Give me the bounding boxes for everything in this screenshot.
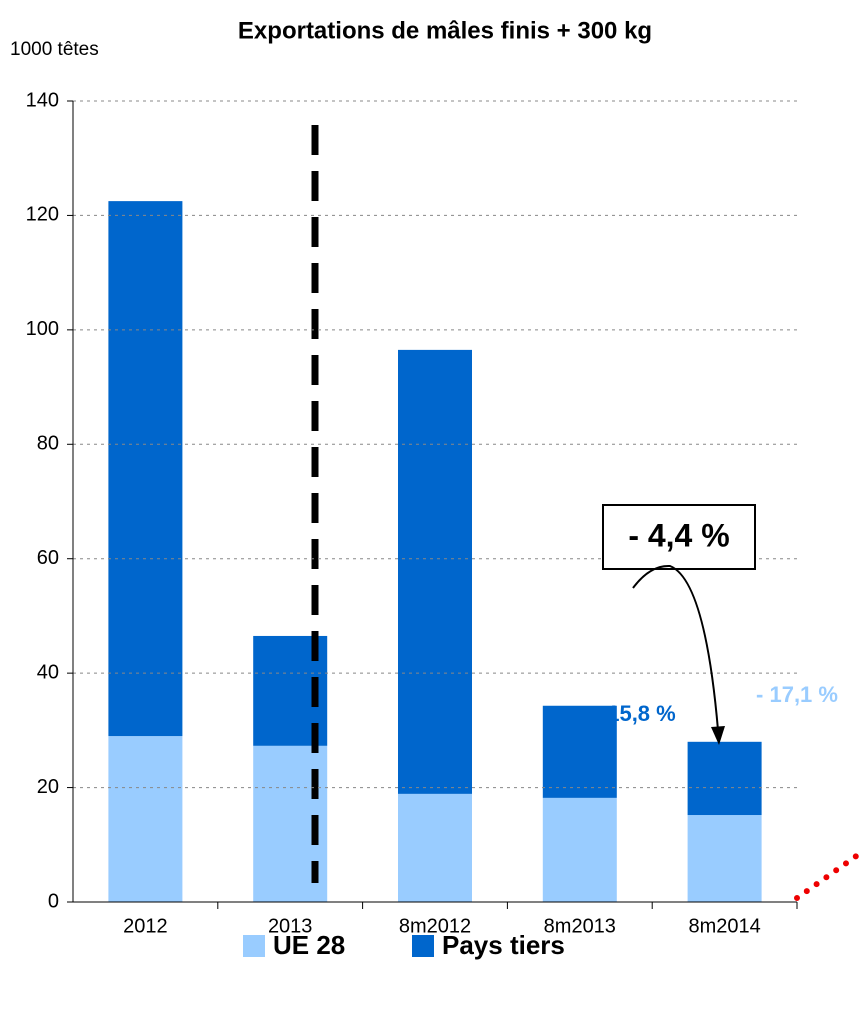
bar-segment xyxy=(542,797,617,902)
legend-swatch xyxy=(243,935,265,957)
y-tick-label: 80 xyxy=(37,433,59,455)
y-tick-label: 40 xyxy=(37,661,59,683)
bar-segment xyxy=(108,736,183,902)
y-tick-label: 0 xyxy=(48,890,59,912)
bar-segment xyxy=(687,815,762,902)
annotation: + 15,8 % xyxy=(588,701,675,726)
x-tick-label: 8m2012 xyxy=(399,915,471,937)
bar-segment xyxy=(542,705,617,798)
annotation-box xyxy=(602,504,756,570)
bar-segment xyxy=(398,793,472,902)
legend-label: UE 28 xyxy=(273,930,345,960)
x-tick-label: 2013 xyxy=(268,915,313,937)
y-tick-label: 140 xyxy=(26,89,59,111)
y-tick-label: 100 xyxy=(26,318,59,340)
legend-swatch xyxy=(412,935,434,957)
annotation: - 17,1 % xyxy=(756,682,838,707)
x-tick-label: 8m2014 xyxy=(688,915,760,937)
bar-segment xyxy=(398,349,472,794)
arrow xyxy=(632,564,719,731)
arrow-head xyxy=(711,726,725,745)
annotation: - 4,4 % xyxy=(628,517,729,553)
x-tick-label: 8m2013 xyxy=(544,915,616,937)
y-tick-label: 120 xyxy=(26,204,59,226)
y-tick-label: 60 xyxy=(37,547,59,569)
bar-segment xyxy=(108,201,183,737)
legend-label: Pays tiers xyxy=(442,930,565,960)
y-tick-label: 20 xyxy=(37,776,59,798)
y-axis-label: 1000 têtes xyxy=(10,39,99,60)
x-tick-label: 2012 xyxy=(123,915,168,937)
bar-segment xyxy=(687,741,762,816)
chart-title: Exportations de mâles finis + 300 kg xyxy=(238,17,652,44)
decoration xyxy=(794,849,862,901)
